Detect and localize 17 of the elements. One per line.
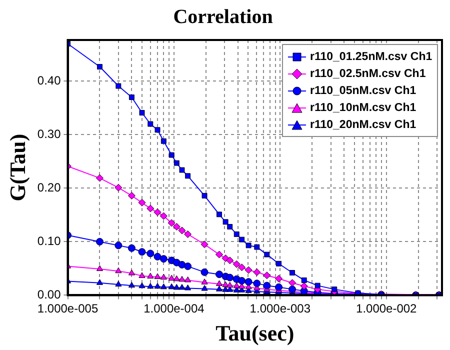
- legend-label: r110_20nM.csv Ch1: [310, 118, 416, 130]
- y-axis-title: G(Tau): [4, 134, 30, 202]
- y-tick-label: 0.10: [37, 234, 62, 248]
- x-axis-title: Tau(sec): [216, 320, 294, 346]
- x-tick-label: 1.000e-003: [250, 302, 311, 316]
- y-tick-label: 0.30: [37, 127, 62, 142]
- x-tick-label: 1.000e-004: [144, 302, 205, 316]
- legend-label: r110_01.25nM.csv Ch1: [310, 50, 432, 62]
- y-tick-label: 0.00: [37, 288, 62, 302]
- x-tick-label: 1.000e-002: [356, 302, 418, 316]
- x-tick-label: 1.000e-005: [37, 302, 98, 316]
- legend-label: r110_05nM.csv Ch1: [310, 84, 416, 96]
- chart-title: Correlation: [173, 6, 273, 28]
- legend-label: r110_02.5nM.csv Ch1: [310, 68, 426, 80]
- y-tick-label: 0.20: [37, 180, 62, 195]
- legend-label: r110_10nM.csv Ch1: [310, 102, 416, 114]
- y-tick-label: 0.40: [37, 74, 62, 88]
